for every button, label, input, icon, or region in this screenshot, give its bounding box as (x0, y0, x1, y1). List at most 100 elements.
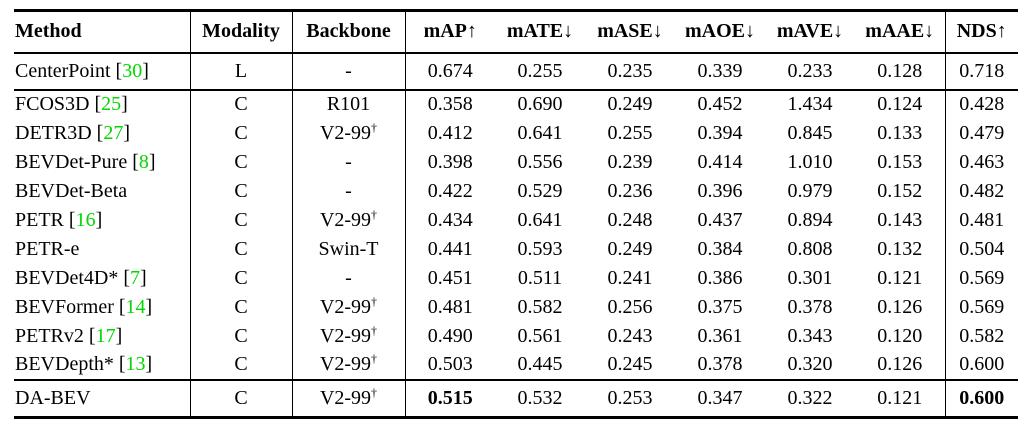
cell-mATE: 0.255 (495, 52, 585, 91)
cell-mAVE: 0.845 (787, 121, 833, 144)
modality-cell: L (190, 52, 293, 91)
modality-cell: C (190, 350, 293, 381)
cell-NDS: 0.482 (944, 176, 1018, 206)
method-cell: PETR-e (14, 234, 191, 264)
method-name: PETR-e (15, 237, 80, 260)
method-cell: BEVDet-Beta (14, 176, 191, 206)
col-header-mATE: mATE↓ (495, 10, 585, 54)
cell-mAVE: 0.322 (787, 386, 833, 409)
col-header-mAAE: mAAE↓ (855, 10, 945, 54)
method-suffix: ] (139, 266, 147, 289)
group-camera-methods: FCOS3D [25] C R101 0.358 0.690 0.249 0.4… (14, 89, 1018, 381)
method-cell: PETR [16] (14, 205, 191, 235)
cell-mASE: 0.245 (585, 350, 675, 381)
citation-number: 27 (103, 121, 124, 144)
modality-cell: C (190, 176, 293, 206)
method-cell: BEVDet4D* [7] (14, 263, 191, 293)
dagger-mark: † (371, 351, 378, 366)
method-suffix: ] (115, 324, 123, 347)
citation-number: 13 (125, 353, 146, 375)
cell-mAOE: 0.386 (697, 266, 743, 289)
cell-NDS: 0.569 (944, 292, 1018, 322)
method-cell: DETR3D [27] (14, 118, 191, 148)
table-row: BEVDepth* [13] C V2-99† 0.503 0.445 0.24… (14, 350, 1018, 381)
backbone-name: - (345, 179, 352, 202)
paper-table-figure: Method Modality Backbone mAP↑ mATE↓ mASE… (14, 9, 1018, 419)
modality-cell: C (190, 321, 293, 351)
method-name: BEVFormer [ (15, 295, 126, 318)
citation-number: 7 (129, 266, 140, 289)
cell-mAVE: 0.320 (765, 350, 855, 381)
citation-number: 14 (125, 295, 146, 318)
table-row: BEVDet4D* [7] C - 0.451 0.511 0.241 0.38… (14, 263, 1018, 293)
cell-mAVE: 0.233 (765, 52, 855, 91)
cell-mAAE: 0.153 (877, 150, 923, 173)
modality-cell: C (190, 292, 293, 322)
col-header-mAP: mAP↑ (405, 10, 495, 54)
col-header-mASE: mASE↓ (585, 10, 675, 54)
cell-mAP: 0.441 (427, 237, 473, 260)
backbone-cell: - (292, 263, 406, 293)
cell-mAAE: 0.121 (877, 386, 923, 409)
modality-cell: C (190, 147, 293, 177)
group-lidar-baseline: CenterPoint [30] L - 0.674 0.255 0.235 0… (14, 52, 1018, 91)
method-name: BEVDet-Pure [ (15, 150, 139, 173)
table-row: BEVDet-Pure [8] C - 0.398 0.556 0.239 0.… (14, 147, 1018, 177)
modality-cell: C (190, 379, 293, 418)
cell-mATE: 0.529 (517, 179, 563, 202)
citation-number: 8 (138, 150, 149, 173)
cell-mAOE: 0.347 (697, 386, 743, 409)
cell-mAAE: 0.120 (877, 324, 923, 347)
cell-mATE: 0.582 (517, 295, 563, 318)
method-name: BEVDet4D* [ (15, 266, 130, 289)
cell-mAAE: 0.124 (877, 93, 923, 115)
backbone-cell: V2-99† (292, 350, 406, 381)
backbone-name: V2-99 (319, 386, 372, 409)
cell-mAAE: 0.128 (855, 52, 945, 91)
backbone-cell: V2-99† (292, 205, 406, 235)
table-row: CenterPoint [30] L - 0.674 0.255 0.235 0… (14, 52, 1018, 91)
cell-mAOE: 0.452 (697, 93, 743, 115)
backbone-name: - (345, 266, 352, 289)
backbone-name: V2-99 (319, 208, 372, 231)
cell-mATE: 0.641 (517, 121, 563, 144)
cell-mASE: 0.253 (607, 386, 653, 409)
col-header-NDS: NDS↑ (944, 10, 1018, 54)
method-suffix: ] (145, 295, 153, 318)
citation-number: 17 (95, 324, 116, 347)
cell-mAOE: 0.414 (697, 150, 743, 173)
col-header-mAVE: mAVE↓ (765, 10, 855, 54)
table-row: PETRv2 [17] C V2-99† 0.490 0.561 0.243 0… (14, 321, 1018, 351)
citation-number: 16 (75, 208, 96, 231)
cell-mAAE: 0.143 (877, 208, 923, 231)
backbone-name: - (345, 150, 352, 173)
backbone-cell: Swin-T (292, 234, 406, 264)
cell-mAP: 0.422 (427, 179, 473, 202)
method-cell: FCOS3D [25] (14, 89, 191, 119)
cell-mASE: 0.241 (607, 266, 653, 289)
backbone-cell: - (292, 52, 406, 91)
backbone-name: R101 (326, 93, 371, 115)
method-cell: CenterPoint [30] (14, 52, 191, 91)
cell-mATE: 0.641 (517, 208, 563, 231)
modality-cell: C (190, 89, 293, 119)
cell-mAP: 0.412 (427, 121, 473, 144)
backbone-name: Swin-T (318, 237, 379, 260)
dagger-mark: † (371, 385, 378, 400)
modality-cell: C (190, 205, 293, 235)
cell-NDS: 0.718 (944, 52, 1018, 91)
cell-mAP: 0.398 (427, 150, 473, 173)
cell-mAVE: 1.434 (787, 93, 833, 115)
backbone-name: V2-99 (319, 121, 372, 144)
cell-mAP: 0.674 (405, 52, 495, 91)
cell-mAAE: 0.126 (877, 295, 923, 318)
cell-mAVE: 0.979 (787, 179, 833, 202)
dagger-mark: † (371, 119, 378, 134)
table-row: PETR-e C Swin-T 0.441 0.593 0.249 0.384 … (14, 234, 1018, 264)
cell-NDS: 0.600 (944, 350, 1018, 381)
cell-NDS: 0.600 (944, 379, 1018, 418)
method-name: DA-BEV (15, 386, 91, 409)
backbone-name: V2-99 (319, 324, 372, 347)
cell-mASE: 0.235 (585, 52, 675, 91)
table-row: FCOS3D [25] C R101 0.358 0.690 0.249 0.4… (14, 89, 1018, 119)
